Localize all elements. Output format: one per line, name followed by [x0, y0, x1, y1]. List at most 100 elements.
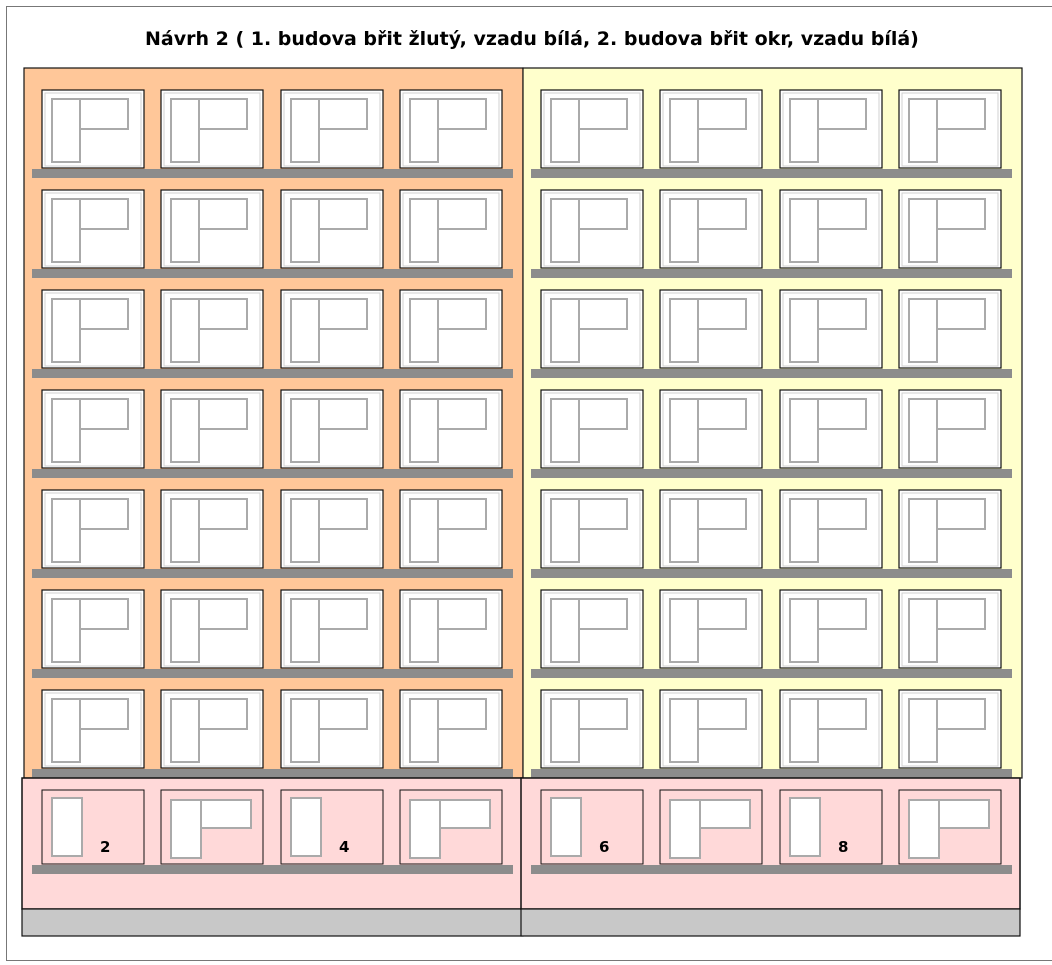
window-b2-f1-w4-top-pane — [936, 698, 986, 730]
window-b2-f2-w2-sash — [662, 592, 760, 667]
window-b1-f2-w1-tall-pane — [51, 598, 81, 663]
window-b2-f2-w3-top-pane — [817, 598, 867, 630]
window-b2-f5-w2-tall-pane — [669, 298, 699, 363]
window-b2-f3-w3-tall-pane — [789, 498, 819, 563]
window-b2-f4-w2-top-pane — [697, 398, 747, 430]
window-b2-f5-w3-sash — [782, 292, 880, 367]
balcony-slab-b1-f2 — [32, 669, 513, 678]
ground-window-tall-2 — [170, 799, 202, 859]
window-b2-f5-w4-top-pane — [936, 298, 986, 330]
window-b2-f2-w1-sash — [543, 592, 641, 667]
window-b1-f2-w4-top-pane — [437, 598, 487, 630]
window-b1-f1-w1-sash — [44, 692, 142, 767]
window-b1-f5-w2-sash — [163, 292, 261, 367]
window-b1-f5-w4-top-pane — [437, 298, 487, 330]
window-b2-f3-w1-top-pane — [578, 498, 628, 530]
window-b2-f5-w4-sash — [901, 292, 999, 367]
window-b1-f5-w2-glazing — [163, 292, 261, 367]
ground-window-tall-8 — [908, 799, 940, 859]
window-b1-f3-w4-sash — [402, 492, 500, 567]
ground-floor-b2 — [520, 777, 1021, 910]
window-b1-f6-w1-tall-pane — [51, 198, 81, 263]
window-b1-f2-w2-top-pane — [198, 598, 248, 630]
window-b2-f5-w3-glazing — [782, 292, 880, 367]
shopfront-opening-7 — [779, 789, 883, 865]
plinth-b2 — [520, 908, 1021, 937]
window-b1-f1-w2-glazing — [163, 692, 261, 767]
window-b2-f1-w3-top-pane — [817, 698, 867, 730]
window-b2-f3-w4-sash — [901, 492, 999, 567]
window-b2-f7-w4-tall-pane — [908, 98, 938, 163]
window-b2-f2-w1-glazing — [543, 592, 641, 667]
window-b2-f2-w2-glazing — [662, 592, 760, 667]
window-b2-f1-w4-sash — [901, 692, 999, 767]
window-b2-f4-w3-tall-pane — [789, 398, 819, 463]
balcony-slab-b1-f5 — [32, 369, 513, 378]
ground-door-1 — [51, 797, 83, 857]
window-b1-f3-w4-glazing — [402, 492, 500, 567]
balcony-slab-b2-f3 — [531, 569, 1012, 578]
window-b2-f5-w4-tall-pane — [908, 298, 938, 363]
window-b1-f2-w4-sash — [402, 592, 500, 667]
window-b1-f2-w2-tall-pane — [170, 598, 200, 663]
window-b2-f3-w3-top-pane — [817, 498, 867, 530]
window-b1-f4-w3-tall-pane — [290, 398, 320, 463]
shopfront-opening-8 — [898, 789, 1002, 865]
window-b1-f3-w4-top-pane — [437, 498, 487, 530]
shopfront-opening-4 — [399, 789, 503, 865]
window-b2-f1-w3-glazing — [782, 692, 880, 767]
window-b1-f7-w2-sash — [163, 92, 261, 167]
window-b2-f2-w4-top-pane — [936, 598, 986, 630]
window-b2-f5-w3-top-pane — [817, 298, 867, 330]
window-b1-f4-w1-tall-pane — [51, 398, 81, 463]
window-b2-f7-w1-sash — [543, 92, 641, 167]
window-b1-f2-w3-top-pane — [318, 598, 368, 630]
window-b2-f3-w4-tall-pane — [908, 498, 938, 563]
window-b2-f1-w2-tall-pane — [669, 698, 699, 763]
window-b2-f6-w3-glazing — [782, 192, 880, 267]
window-b1-f5-w1-top-pane — [79, 298, 129, 330]
window-b1-f7-w3-top-pane — [318, 98, 368, 130]
window-b2-f1-w2-glazing — [662, 692, 760, 767]
balcony-slab-b1-f3 — [32, 569, 513, 578]
window-b2-f6-w3-sash — [782, 192, 880, 267]
window-b2-f4-w1-sash — [543, 392, 641, 467]
window-b2-f1-w1-top-pane — [578, 698, 628, 730]
window-b1-f2-w3-tall-pane — [290, 598, 320, 663]
ground-door-5 — [550, 797, 582, 857]
window-b2-f5-w2-sash — [662, 292, 760, 367]
balcony-slab-b2-f1 — [531, 769, 1012, 778]
shopfront-opening-5 — [540, 789, 644, 865]
window-b2-f6-w1-top-pane — [578, 198, 628, 230]
window-b2-f2-w2-top-pane — [697, 598, 747, 630]
window-b2-f5-w3-tall-pane — [789, 298, 819, 363]
window-b1-f2-w2-glazing — [163, 592, 261, 667]
window-b1-f3-w2-glazing — [163, 492, 261, 567]
window-b1-f7-w1-sash — [44, 92, 142, 167]
plinth-b1 — [21, 908, 524, 937]
window-b2-f4-w1-top-pane — [578, 398, 628, 430]
window-b1-f1-w4-glazing — [402, 692, 500, 767]
window-b2-f3-w1-tall-pane — [550, 498, 580, 563]
window-b2-f7-w1-top-pane — [578, 98, 628, 130]
window-b2-f1-w1-sash — [543, 692, 641, 767]
window-b1-f6-w4-tall-pane — [409, 198, 439, 263]
window-b1-f7-w3-sash — [283, 92, 381, 167]
window-b1-f7-w4-top-pane — [437, 98, 487, 130]
window-b1-f6-w3-tall-pane — [290, 198, 320, 263]
window-b2-f7-w4-top-pane — [936, 98, 986, 130]
window-b2-f7-w1-glazing — [543, 92, 641, 167]
window-b2-f4-w4-top-pane — [936, 398, 986, 430]
window-b1-f6-w2-glazing — [163, 192, 261, 267]
balcony-slab-b1-f4 — [32, 469, 513, 478]
ground-floor-b1 — [21, 777, 524, 910]
window-b2-f2-w4-tall-pane — [908, 598, 938, 663]
window-b1-f7-w1-tall-pane — [51, 98, 81, 163]
unit-number-label: 4 — [339, 838, 349, 856]
window-b1-f1-w2-sash — [163, 692, 261, 767]
ground-window-tall-6 — [669, 799, 701, 859]
window-b1-f6-w1-glazing — [44, 192, 142, 267]
window-b2-f7-w4-sash — [901, 92, 999, 167]
ground-window-top-2 — [200, 799, 252, 829]
window-b1-f5-w1-sash — [44, 292, 142, 367]
